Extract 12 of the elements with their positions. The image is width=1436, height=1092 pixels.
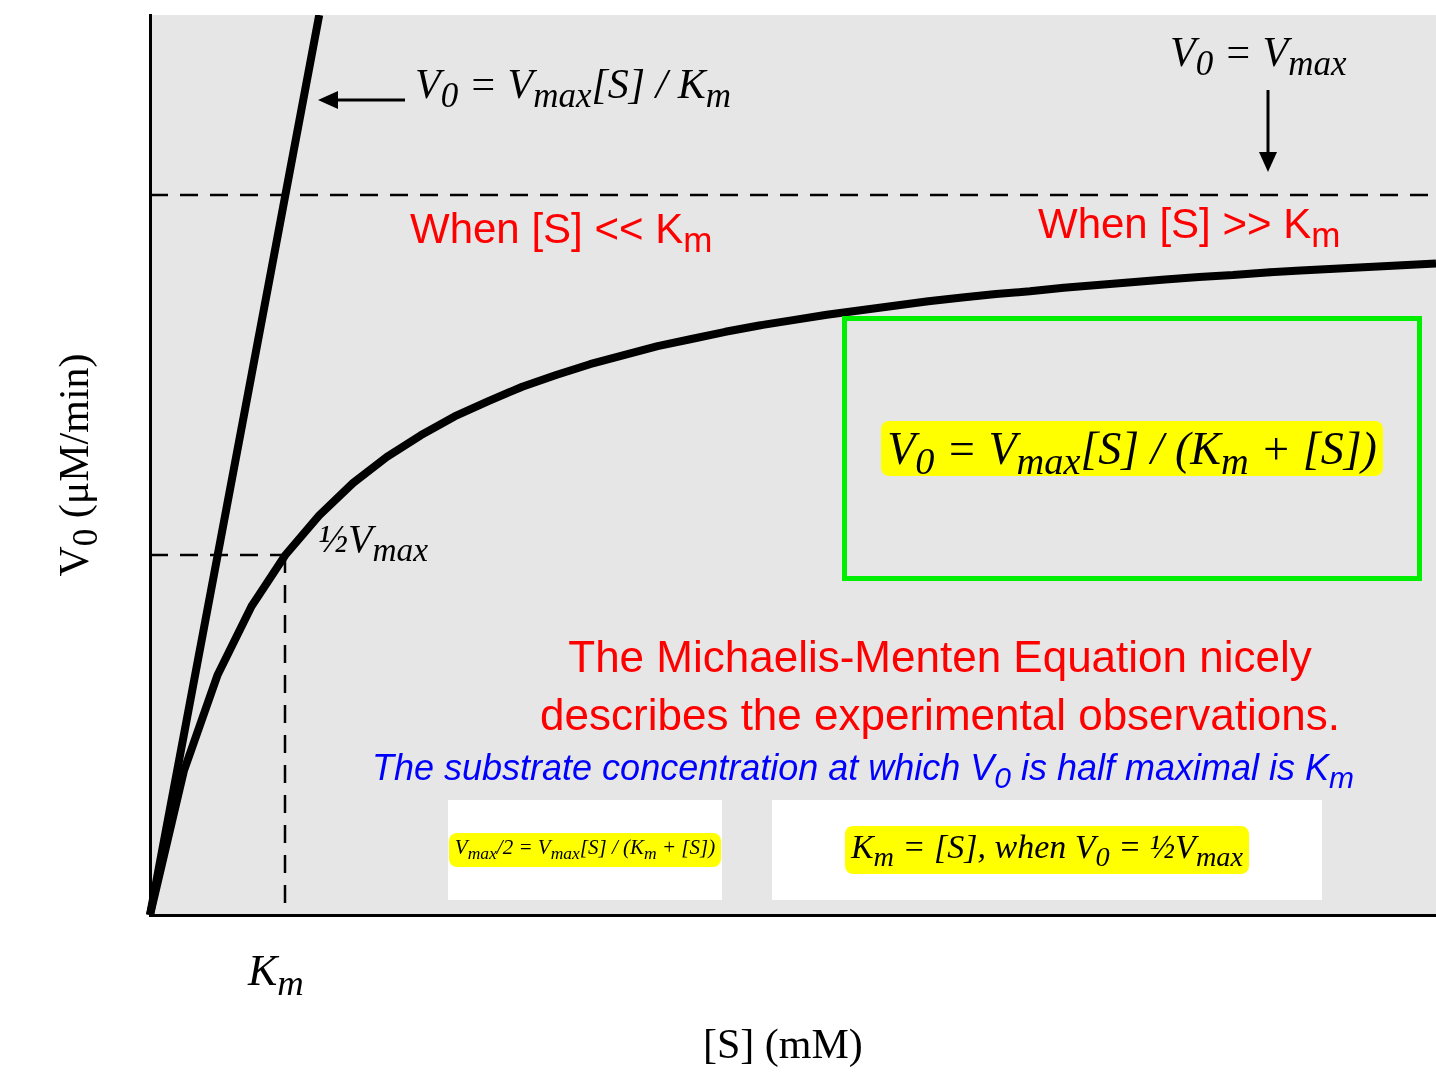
x-axis-title: [S] (mM) — [703, 1020, 863, 1068]
annotation: When [S] << K$_{m}$ — [410, 205, 713, 261]
annotation: ½V$_{max}$ — [318, 515, 428, 569]
annotation: The Michaelis-Menten Equation nicely describes the experimental observations. — [539, 631, 1341, 741]
annotation: When [S] >> K$_{m}$ — [1038, 200, 1341, 256]
annotation: The substrate concentration at which V$_{0}$ is half maximal is K$_{m}$ — [372, 747, 1355, 796]
annotation: V$_{0}$ = V$_{max}$[S] / (K$_{m}$ + [S]) — [886, 422, 1378, 483]
annotation: K$_{m}$ = [S], when V$_{0}$ = ½V$_{max}$ — [844, 825, 1250, 875]
annotation: V$_{max}$/2 = V$_{max}$[S] / (K$_{m}$ + [S]) — [448, 833, 722, 867]
text: K$_{m}$ — [248, 945, 304, 1004]
annotation: V$_{0}$ = V$_{max}$[S] / K$_{m}$ — [415, 60, 732, 117]
annotation: V$_{0}$ = V$_{max}$ — [1170, 28, 1347, 85]
